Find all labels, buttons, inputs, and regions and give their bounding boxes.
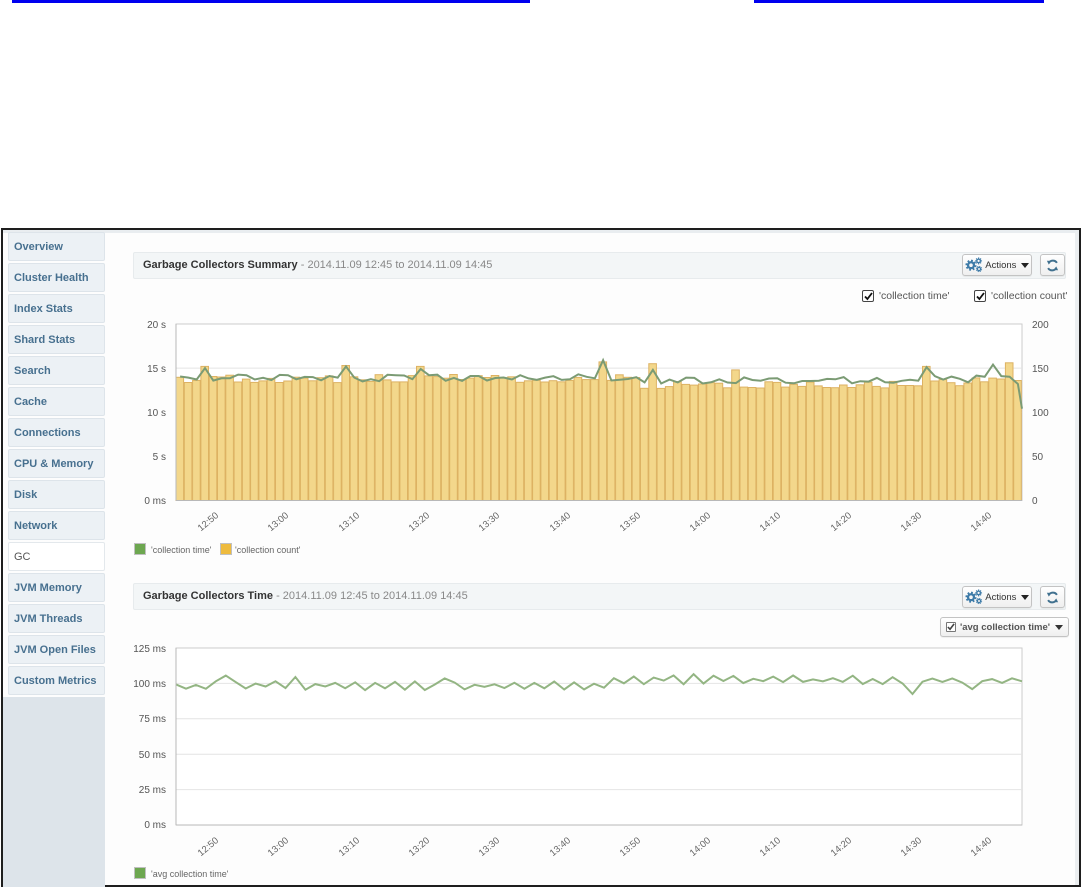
svg-text:0: 0 (1032, 496, 1038, 507)
svg-text:14:00: 14:00 (688, 835, 713, 859)
svg-text:10 s: 10 s (147, 408, 166, 419)
svg-text:100 ms: 100 ms (133, 679, 166, 690)
svg-text:13:20: 13:20 (407, 510, 432, 534)
svg-text:50 ms: 50 ms (139, 750, 166, 761)
svg-text:12:50: 12:50 (196, 835, 221, 859)
svg-text:13:30: 13:30 (477, 835, 502, 859)
svg-text:14:20: 14:20 (829, 510, 854, 534)
svg-text:0 ms: 0 ms (144, 496, 166, 507)
svg-text:14:10: 14:10 (758, 510, 783, 534)
svg-text:25 ms: 25 ms (139, 785, 166, 796)
svg-text:14:30: 14:30 (899, 835, 924, 859)
svg-text:75 ms: 75 ms (139, 714, 166, 725)
svg-text:13:20: 13:20 (407, 835, 432, 859)
svg-text:150: 150 (1032, 364, 1049, 375)
svg-text:14:20: 14:20 (829, 835, 854, 859)
svg-text:0 ms: 0 ms (144, 820, 166, 831)
svg-text:15 s: 15 s (147, 364, 166, 375)
svg-text:5 s: 5 s (153, 452, 166, 463)
svg-text:20 s: 20 s (147, 320, 166, 331)
svg-text:12:50: 12:50 (196, 510, 221, 534)
svg-text:200: 200 (1032, 320, 1049, 331)
svg-text:13:10: 13:10 (337, 510, 362, 534)
svg-text:14:40: 14:40 (969, 835, 994, 859)
svg-text:100: 100 (1032, 408, 1049, 419)
svg-text:50: 50 (1032, 452, 1044, 463)
svg-text:13:30: 13:30 (477, 510, 502, 534)
svg-text:13:40: 13:40 (548, 835, 573, 859)
svg-text:13:00: 13:00 (266, 510, 291, 534)
svg-text:14:00: 14:00 (688, 510, 713, 534)
svg-text:14:10: 14:10 (758, 835, 783, 859)
svg-text:14:40: 14:40 (969, 510, 994, 534)
svg-text:13:50: 13:50 (618, 510, 643, 534)
svg-text:14:30: 14:30 (899, 510, 924, 534)
svg-text:125 ms: 125 ms (133, 644, 166, 655)
svg-text:13:40: 13:40 (548, 510, 573, 534)
svg-text:13:00: 13:00 (266, 835, 291, 859)
svg-text:13:10: 13:10 (337, 835, 362, 859)
svg-text:13:50: 13:50 (618, 835, 643, 859)
